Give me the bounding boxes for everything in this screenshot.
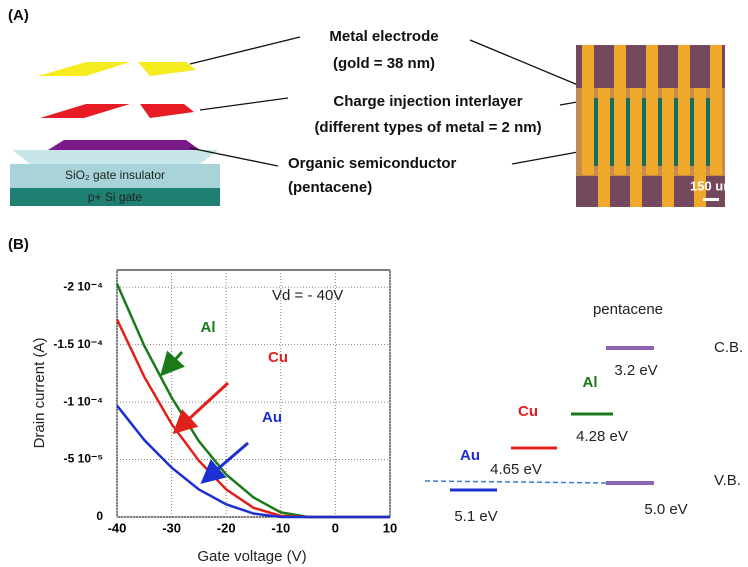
x-tick-label: -30 — [162, 520, 181, 535]
panel-label: (A) — [8, 7, 29, 24]
level-energy: 5.0 eV — [644, 501, 687, 518]
callout: (gold = 38 nm) — [333, 55, 435, 72]
y-tick-label: -5 10⁻⁵ — [64, 452, 103, 466]
y-tick-label: -1 10⁻⁴ — [63, 394, 103, 408]
cb-label: C.B. — [714, 339, 743, 356]
callout: Organic semiconductor — [288, 155, 457, 172]
plot-area — [117, 270, 390, 517]
metal-name: Au — [460, 447, 480, 464]
x-tick-label: 10 — [383, 520, 397, 535]
callout: (pentacene) — [288, 179, 372, 196]
x-tick-label: -20 — [217, 520, 236, 535]
level-energy: 5.1 eV — [454, 508, 497, 525]
x-tick-label: -10 — [271, 520, 290, 535]
x-tick-label: 0 — [332, 520, 339, 535]
plot: -40 -30 -20 -10 0 10 -2 10⁻⁴ -1.5 10⁻⁴ -1 10⁻⁴ -5… — [53, 270, 397, 535]
callout: Metal electrode — [329, 28, 438, 45]
callout: (different types of metal = 2 nm) — [314, 119, 541, 136]
pentacene-label: pentacene — [593, 301, 663, 318]
y-axis-label: Drain current (A) — [31, 338, 48, 449]
device-schematic — [10, 62, 220, 206]
y-tick-label: 0 — [96, 509, 103, 523]
y-tick-label: -1.5 10⁻⁴ — [53, 337, 103, 351]
panel-label: (B) — [8, 236, 29, 253]
series-label: Al — [201, 319, 216, 336]
callout: Charge injection interlayer — [333, 93, 522, 110]
level-energy: 4.28 eV — [576, 428, 628, 445]
insulator-label: SiO₂ gate insulator — [65, 168, 165, 182]
figure: (A) SiO₂ gate insulator p+ Si gate Metal… — [0, 0, 748, 567]
metal-name: Cu — [518, 403, 538, 420]
scale-bar-label: 150 um — [690, 178, 735, 193]
y-tick-label: -2 10⁻⁴ — [63, 279, 103, 293]
energy-diagram: pentacene C.B. V.B. 3.2 eV 5.0 eV Au 5.1… — [425, 301, 743, 525]
annotation: Vd = - 40V — [272, 287, 343, 304]
series-label: Au — [262, 409, 282, 426]
x-axis-label: Gate voltage (V) — [197, 548, 306, 565]
series-label: Cu — [268, 349, 288, 366]
vb-label: V.B. — [714, 472, 741, 489]
level-energy: 3.2 eV — [614, 362, 657, 379]
fermi-line — [425, 481, 606, 483]
gate-label: p+ Si gate — [88, 190, 143, 204]
x-tick-label: -40 — [108, 520, 127, 535]
metal-name: Al — [583, 374, 598, 391]
level-energy: 4.65 eV — [490, 461, 542, 478]
